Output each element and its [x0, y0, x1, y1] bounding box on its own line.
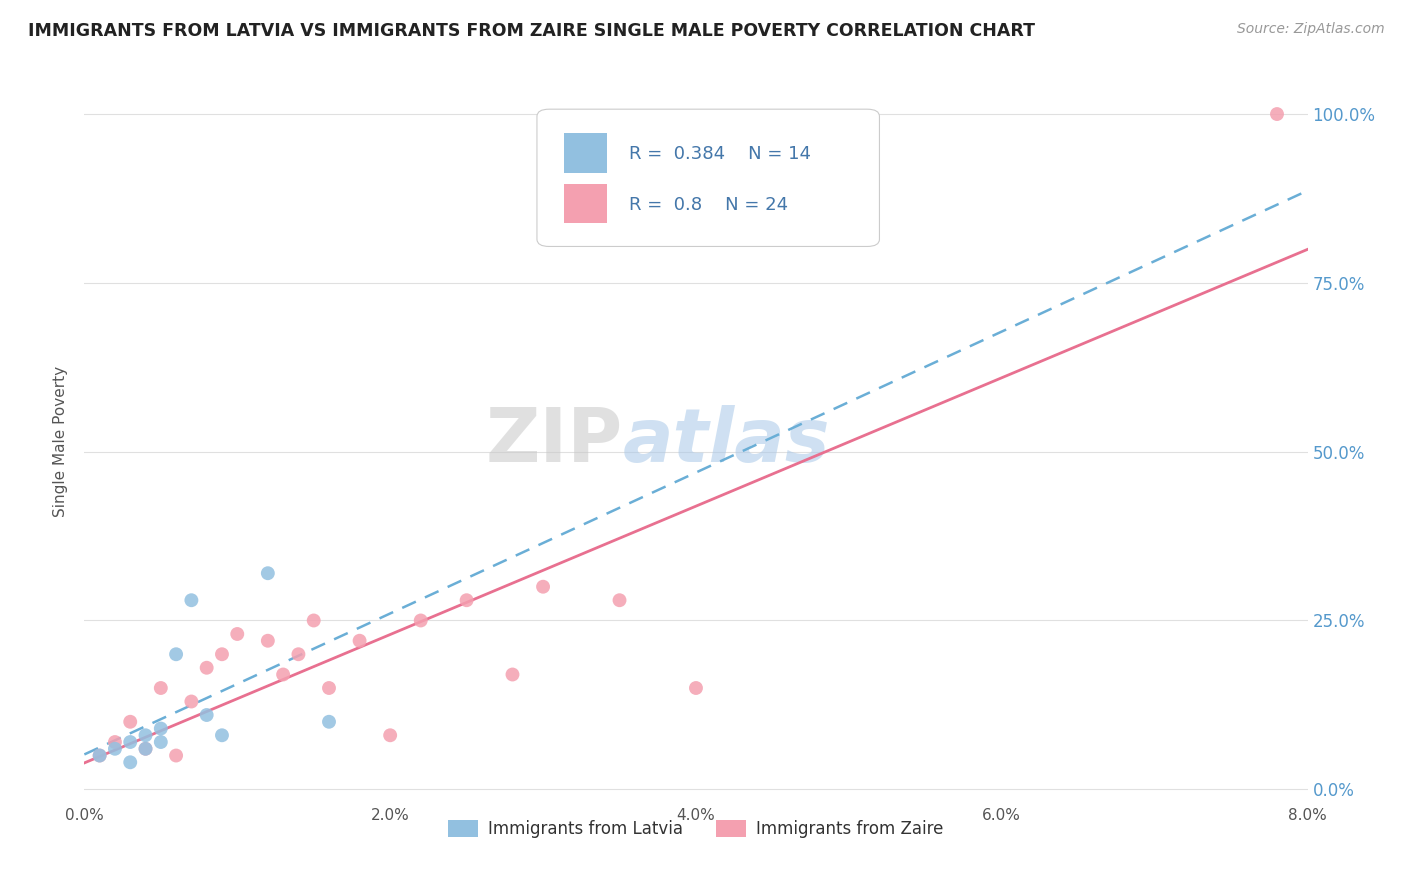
- Text: R =  0.8    N = 24: R = 0.8 N = 24: [628, 195, 787, 213]
- Point: [287, 647, 309, 661]
- Point: [318, 681, 340, 695]
- Text: R =  0.384    N = 14: R = 0.384 N = 14: [628, 145, 811, 163]
- Point: [409, 614, 432, 628]
- Point: [135, 728, 157, 742]
- Point: [502, 667, 524, 681]
- Point: [149, 681, 172, 695]
- Point: [104, 741, 127, 756]
- Point: [211, 728, 233, 742]
- Y-axis label: Single Male Poverty: Single Male Poverty: [53, 366, 69, 517]
- Text: IMMIGRANTS FROM LATVIA VS IMMIGRANTS FROM ZAIRE SINGLE MALE POVERTY CORRELATION : IMMIGRANTS FROM LATVIA VS IMMIGRANTS FRO…: [28, 22, 1035, 40]
- Point: [1265, 107, 1288, 121]
- Point: [456, 593, 478, 607]
- Point: [195, 708, 218, 723]
- Point: [380, 728, 402, 742]
- Point: [135, 741, 157, 756]
- Legend: Immigrants from Latvia, Immigrants from Zaire: Immigrants from Latvia, Immigrants from …: [441, 814, 950, 845]
- Point: [271, 667, 294, 681]
- Point: [104, 735, 127, 749]
- Point: [349, 633, 371, 648]
- Point: [165, 748, 187, 763]
- Point: [120, 756, 142, 770]
- Point: [257, 633, 280, 648]
- FancyBboxPatch shape: [564, 133, 606, 173]
- Point: [120, 735, 142, 749]
- Point: [318, 714, 340, 729]
- Point: [149, 722, 172, 736]
- FancyBboxPatch shape: [564, 184, 606, 223]
- Point: [302, 614, 325, 628]
- Point: [149, 735, 172, 749]
- Point: [685, 681, 707, 695]
- Point: [531, 580, 554, 594]
- Text: ZIP: ZIP: [485, 405, 623, 478]
- Point: [195, 661, 218, 675]
- FancyBboxPatch shape: [537, 109, 880, 246]
- Point: [135, 741, 157, 756]
- Point: [89, 748, 111, 763]
- Point: [257, 566, 280, 581]
- Point: [609, 593, 631, 607]
- Point: [180, 694, 202, 708]
- Point: [89, 748, 111, 763]
- Point: [120, 714, 142, 729]
- Text: Source: ZipAtlas.com: Source: ZipAtlas.com: [1237, 22, 1385, 37]
- Point: [226, 627, 249, 641]
- Text: atlas: atlas: [623, 405, 830, 478]
- Point: [165, 647, 187, 661]
- Point: [180, 593, 202, 607]
- Point: [211, 647, 233, 661]
